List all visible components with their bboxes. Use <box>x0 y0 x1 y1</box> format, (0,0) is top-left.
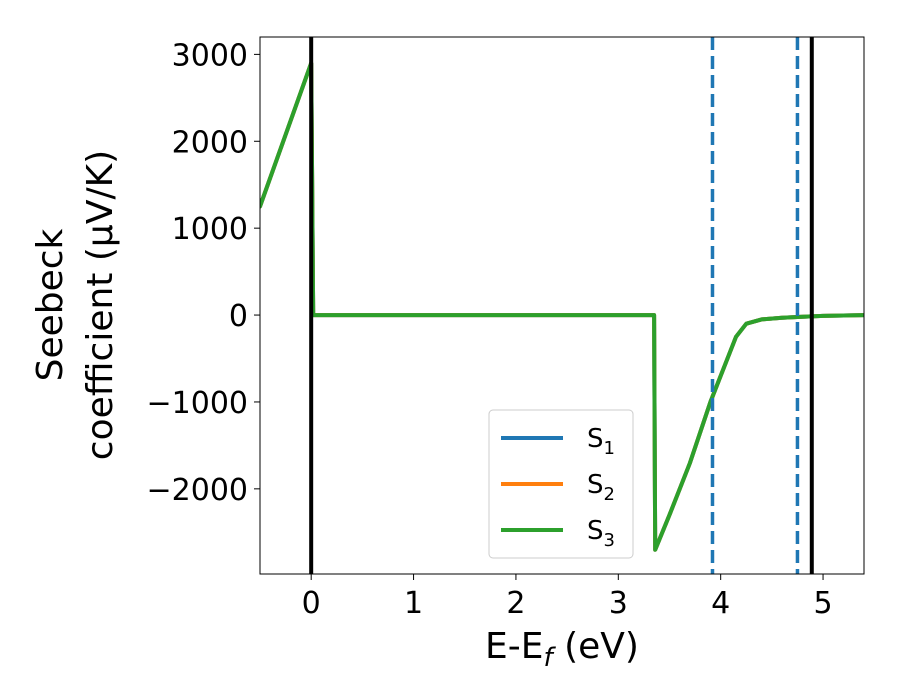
y-tick-label: 3000 <box>172 38 248 73</box>
y-tick-label: −2000 <box>147 473 248 508</box>
x-axis-label: E-Ef (eV) <box>485 626 639 673</box>
x-tick-label: 0 <box>302 586 321 621</box>
legend-label-s1: S1 <box>587 424 615 459</box>
series-line-s3 <box>260 61 864 552</box>
x-tick-label: 1 <box>404 586 423 621</box>
series-layer <box>260 61 864 552</box>
y-ticks: 3000 2000 1000 0 −1000 −2000 <box>147 38 260 508</box>
y-tick-label: 1000 <box>172 212 248 247</box>
y-axis-label-line2: coefficient (μV/K) <box>80 150 121 460</box>
x-tick-label: 2 <box>506 586 525 621</box>
x-tick-label: 5 <box>814 586 833 621</box>
y-tick-label: −1000 <box>147 386 248 421</box>
x-ticks: 0 1 2 3 4 5 <box>302 574 833 621</box>
x-tick-label: 3 <box>609 586 628 621</box>
vline-layer <box>309 37 814 574</box>
y-axis-label-line1: Seebeck <box>30 228 71 381</box>
y-tick-label: 2000 <box>172 125 248 160</box>
plot-frame <box>259 36 865 575</box>
y-axis-label: Seebeck coefficient (μV/K) <box>30 150 121 460</box>
y-tick-label: 0 <box>229 299 248 334</box>
x-tick-label: 4 <box>711 586 730 621</box>
